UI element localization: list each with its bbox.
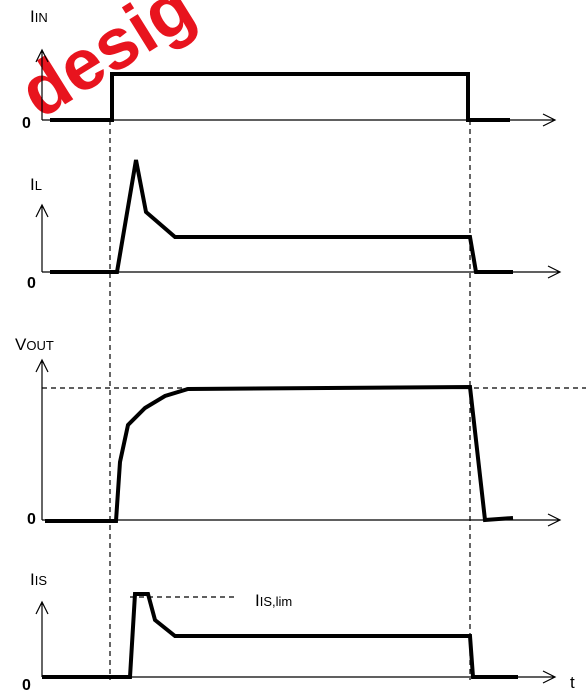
label-sub: IS bbox=[35, 573, 48, 588]
signal-label: IL bbox=[30, 175, 42, 194]
label-main: I bbox=[255, 591, 260, 610]
label-main: I bbox=[30, 570, 35, 589]
zero-label: 0 bbox=[22, 677, 31, 694]
signal-label: VOUT bbox=[15, 335, 54, 354]
signal-label: IIS bbox=[30, 570, 47, 589]
zero-label: 0 bbox=[22, 115, 31, 132]
axes bbox=[35, 48, 562, 684]
label-sub: L bbox=[35, 178, 42, 193]
limit-label: IIS,lim bbox=[255, 591, 292, 610]
waveform-iin bbox=[50, 72, 510, 122]
waveform-il bbox=[50, 159, 513, 274]
zero-label: 0 bbox=[27, 275, 36, 292]
signal-label: IIN bbox=[30, 7, 48, 26]
label-sub: IN bbox=[35, 10, 48, 25]
zero-label: 0 bbox=[27, 511, 36, 528]
label-sub: IS,lim bbox=[260, 594, 293, 609]
label-main: I bbox=[30, 175, 35, 194]
waveform-iis bbox=[42, 592, 518, 679]
label-sub: OUT bbox=[26, 338, 54, 353]
label-main: I bbox=[30, 7, 35, 26]
waveform-vout bbox=[45, 384, 514, 523]
label-main: V bbox=[15, 335, 27, 354]
time-axis-label: t bbox=[570, 673, 575, 692]
